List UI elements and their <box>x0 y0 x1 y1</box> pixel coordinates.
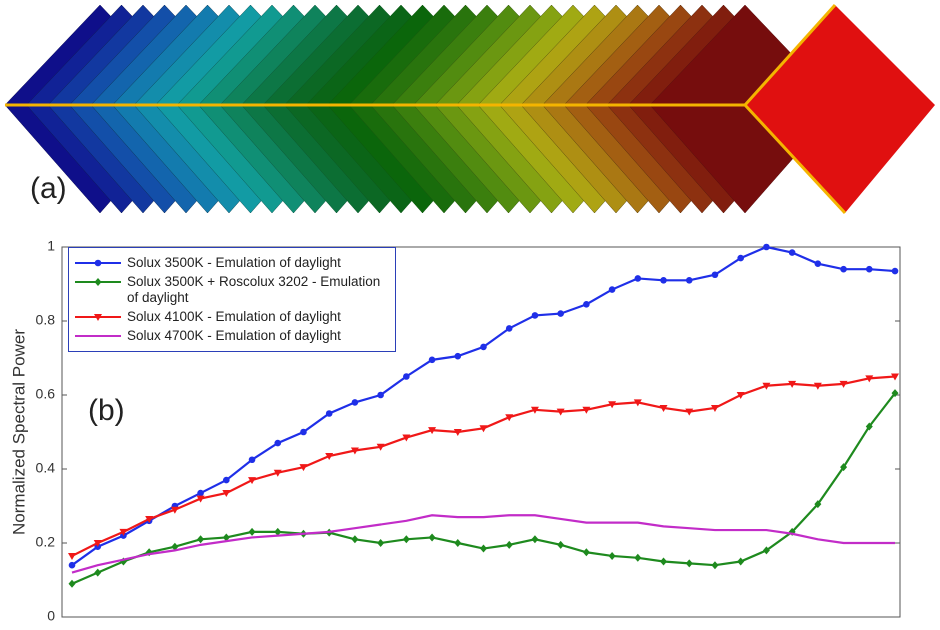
series-line <box>72 377 895 556</box>
y-tick-label: 0.4 <box>36 460 56 476</box>
point <box>583 548 590 556</box>
point <box>69 562 76 569</box>
figure: (a) (b) Normalized Spectral Power 0 0.2 0.… <box>0 0 940 630</box>
legend-label: Solux 3500K - Emulation of daylight <box>127 255 389 271</box>
y-tick-label: 0.2 <box>36 534 56 550</box>
point <box>197 490 204 497</box>
legend-item: Solux 3500K - Emulation of daylight <box>69 255 395 271</box>
point <box>249 456 256 463</box>
point <box>506 541 513 549</box>
point <box>583 301 590 308</box>
point <box>429 533 436 541</box>
legend-label: Solux 4700K - Emulation of daylight <box>127 328 389 344</box>
point <box>403 373 410 380</box>
point <box>815 260 822 267</box>
point <box>634 554 641 562</box>
point <box>712 271 719 278</box>
y-axis-label: Normalized Spectral Power <box>9 329 28 535</box>
point <box>351 535 358 543</box>
point <box>94 569 101 577</box>
point <box>532 312 539 319</box>
point <box>95 260 102 267</box>
point <box>763 244 770 251</box>
point <box>557 310 564 317</box>
point <box>557 541 564 549</box>
point <box>737 558 744 566</box>
point <box>480 545 487 553</box>
panel-label: (b) <box>88 394 125 427</box>
point <box>274 440 281 447</box>
legend-icon <box>69 274 127 290</box>
point <box>249 528 256 536</box>
legend: Solux 3500K - Emulation of daylight Solux… <box>68 247 396 352</box>
point <box>531 535 538 543</box>
y-tick-label: 0.6 <box>36 386 56 402</box>
point <box>506 325 513 332</box>
panel-label: (a) <box>30 172 67 205</box>
y-tick-label: 0 <box>47 608 55 624</box>
legend-label: Solux 4100K - Emulation of daylight <box>127 309 389 325</box>
point <box>840 266 847 273</box>
point <box>711 561 718 569</box>
legend-icon <box>69 309 127 325</box>
point <box>789 249 796 256</box>
point <box>429 357 436 364</box>
point <box>377 539 384 547</box>
point <box>352 399 359 406</box>
point <box>197 535 204 543</box>
y-tick-label: 1 <box>47 238 55 254</box>
legend-item: Solux 4700K - Emulation of daylight <box>69 328 395 344</box>
spectral-stack <box>5 5 935 213</box>
legend-item: Solux 3500K + Roscolux 3202 - Emulation … <box>69 274 395 306</box>
point <box>660 277 667 284</box>
point <box>480 344 487 351</box>
point <box>866 266 873 273</box>
point <box>300 429 307 436</box>
point <box>635 275 642 282</box>
point <box>95 278 102 286</box>
point <box>69 580 76 588</box>
point <box>68 553 76 560</box>
legend-label: Solux 3500K + Roscolux 3202 - Emulation … <box>127 274 389 306</box>
legend-item: Solux 4100K - Emulation of daylight <box>69 309 395 325</box>
legend-icon <box>69 255 127 271</box>
series-line <box>72 393 895 584</box>
point <box>454 539 461 547</box>
point <box>403 535 410 543</box>
point <box>737 255 744 262</box>
point <box>377 392 384 399</box>
point <box>454 353 461 360</box>
legend-icon <box>69 328 127 344</box>
point <box>326 410 333 417</box>
y-tick-label: 0.8 <box>36 312 56 328</box>
point <box>609 552 616 560</box>
point <box>223 477 230 484</box>
point <box>609 286 616 293</box>
point <box>686 277 693 284</box>
point <box>660 558 667 566</box>
series-line <box>72 515 895 572</box>
point <box>686 559 693 567</box>
point <box>892 268 899 275</box>
